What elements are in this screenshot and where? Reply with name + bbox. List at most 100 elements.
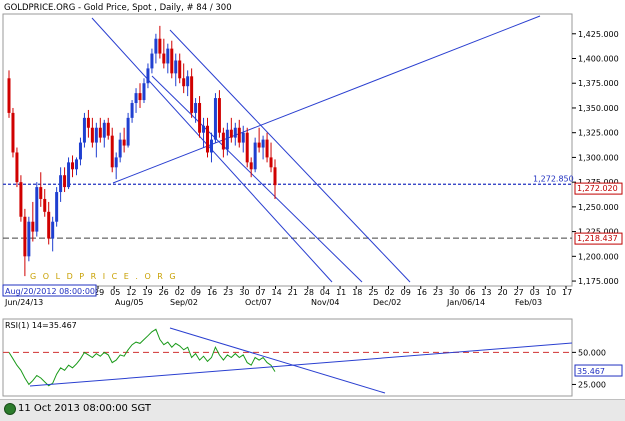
candle-body [217, 98, 221, 133]
x-tick-label: 26 [159, 288, 169, 297]
candle-body [273, 167, 277, 186]
candle-body [11, 112, 15, 153]
candle-body [31, 221, 35, 232]
candle-body [249, 162, 253, 170]
x-date-label: Jun/24/13 [4, 298, 43, 307]
rsi-y-tick-label: 50.000 [578, 348, 606, 357]
candle-body [182, 78, 186, 87]
x-tick-label: 25 [368, 288, 378, 297]
x-tick-label: 04 [320, 288, 330, 297]
candle-body [23, 216, 27, 257]
x-tick-label: 06 [465, 288, 475, 297]
candle-body [154, 38, 158, 54]
x-tick-label: 30 [239, 288, 249, 297]
x-tick-label: 19 [142, 288, 152, 297]
candle-body [221, 132, 225, 150]
y-tick-label: 1,225.000 [578, 228, 619, 237]
candle-body [138, 93, 142, 101]
rsi-y-tick-label: 25.000 [578, 380, 606, 389]
watermark: G O L D P R I C E . O R G [30, 272, 178, 281]
candle-body [43, 198, 47, 212]
price-label: 1,272.850 [533, 174, 574, 183]
candle-body [265, 139, 269, 158]
rsi-current-box [574, 364, 623, 377]
x-tick-label: 16 [207, 288, 217, 297]
main-panel-frame [2, 13, 573, 287]
candle-body [134, 93, 138, 104]
candle-body [225, 129, 229, 150]
candle-body [269, 157, 273, 168]
x-tick-label: 23 [433, 288, 443, 297]
channel-line-3 [169, 29, 411, 283]
candle-body [122, 139, 126, 146]
x-tick-label: 11 [336, 288, 346, 297]
y-tick-label: 1,175.000 [578, 277, 619, 286]
x-date-label: Oct/07 [245, 298, 272, 307]
candle-body [39, 187, 43, 199]
candle-body [130, 103, 134, 118]
rsi-title: RSI(1) 14=35.467 [5, 321, 77, 330]
x-tick-label: 28 [304, 288, 314, 297]
x-tick-label: 30 [449, 288, 459, 297]
y-tick-label: 1,200.000 [578, 252, 619, 261]
y-tick-label: 1,250.000 [578, 203, 619, 212]
candle-body [78, 142, 82, 160]
candle-body [51, 221, 55, 239]
x-tick-label: 29 [94, 288, 104, 297]
channel-line-2 [151, 75, 363, 283]
candle-body [146, 68, 150, 84]
x-date-label: Dec/02 [373, 298, 401, 307]
candle-body [27, 221, 31, 257]
x-tick-label: 10 [546, 288, 556, 297]
candle-body [47, 211, 51, 239]
candle-body [253, 142, 257, 170]
x-date-label: Jan/06/14 [446, 298, 485, 307]
x-tick-label: 07 [255, 288, 265, 297]
candle-body [82, 117, 86, 143]
price-label-box [574, 182, 623, 195]
x-tick-label: 13 [481, 288, 491, 297]
candle-body [202, 125, 206, 133]
candle-body [206, 125, 210, 153]
candle-body [158, 38, 162, 54]
candle-body [209, 139, 213, 153]
x-tick-label: 21 [288, 288, 298, 297]
candle-body [233, 127, 237, 138]
candle-body [74, 159, 78, 170]
candle-body [178, 60, 182, 79]
x-date-label: Feb/03 [515, 298, 542, 307]
x-tick-label: 03 [530, 288, 540, 297]
cursor-label-box [2, 284, 97, 297]
candle-body [98, 127, 102, 138]
candle-body [245, 132, 249, 163]
status-icon [4, 403, 16, 415]
x-tick-label: 05 [110, 288, 120, 297]
y-tick-label: 1,425.000 [578, 30, 619, 39]
y-tick-label: 1,375.000 [578, 79, 619, 88]
y-tick-label: 1,400.000 [578, 55, 619, 64]
y-tick-label: 1,350.000 [578, 104, 619, 113]
status-bar: 11 Oct 2013 08:00:00 SGT [0, 399, 625, 421]
chart-title: GOLDPRICE.ORG - Gold Price, Spot , Daily… [4, 3, 232, 13]
x-tick-label: 23 [223, 288, 233, 297]
candle-body [55, 192, 59, 222]
candle-body [150, 53, 154, 69]
candle-body [63, 175, 67, 188]
candle-body [261, 139, 265, 148]
candle-body [142, 83, 146, 101]
price-label: 1,218.437 [577, 234, 618, 243]
candle-body [126, 117, 130, 146]
candle-body [166, 48, 170, 64]
price-label-box [574, 232, 623, 245]
candle-body [118, 139, 122, 158]
candle-body [90, 127, 94, 143]
x-tick-label: 16 [417, 288, 427, 297]
x-tick-label: 02 [175, 288, 185, 297]
gold-price-chart: GOLDPRICE.ORG - Gold Price, Spot , Daily… [2, 3, 623, 397]
x-tick-label: 18 [352, 288, 362, 297]
candle-body [7, 78, 11, 113]
candle-body [94, 127, 98, 143]
candle-body [194, 103, 198, 113]
x-date-label: Aug/05 [115, 298, 144, 307]
